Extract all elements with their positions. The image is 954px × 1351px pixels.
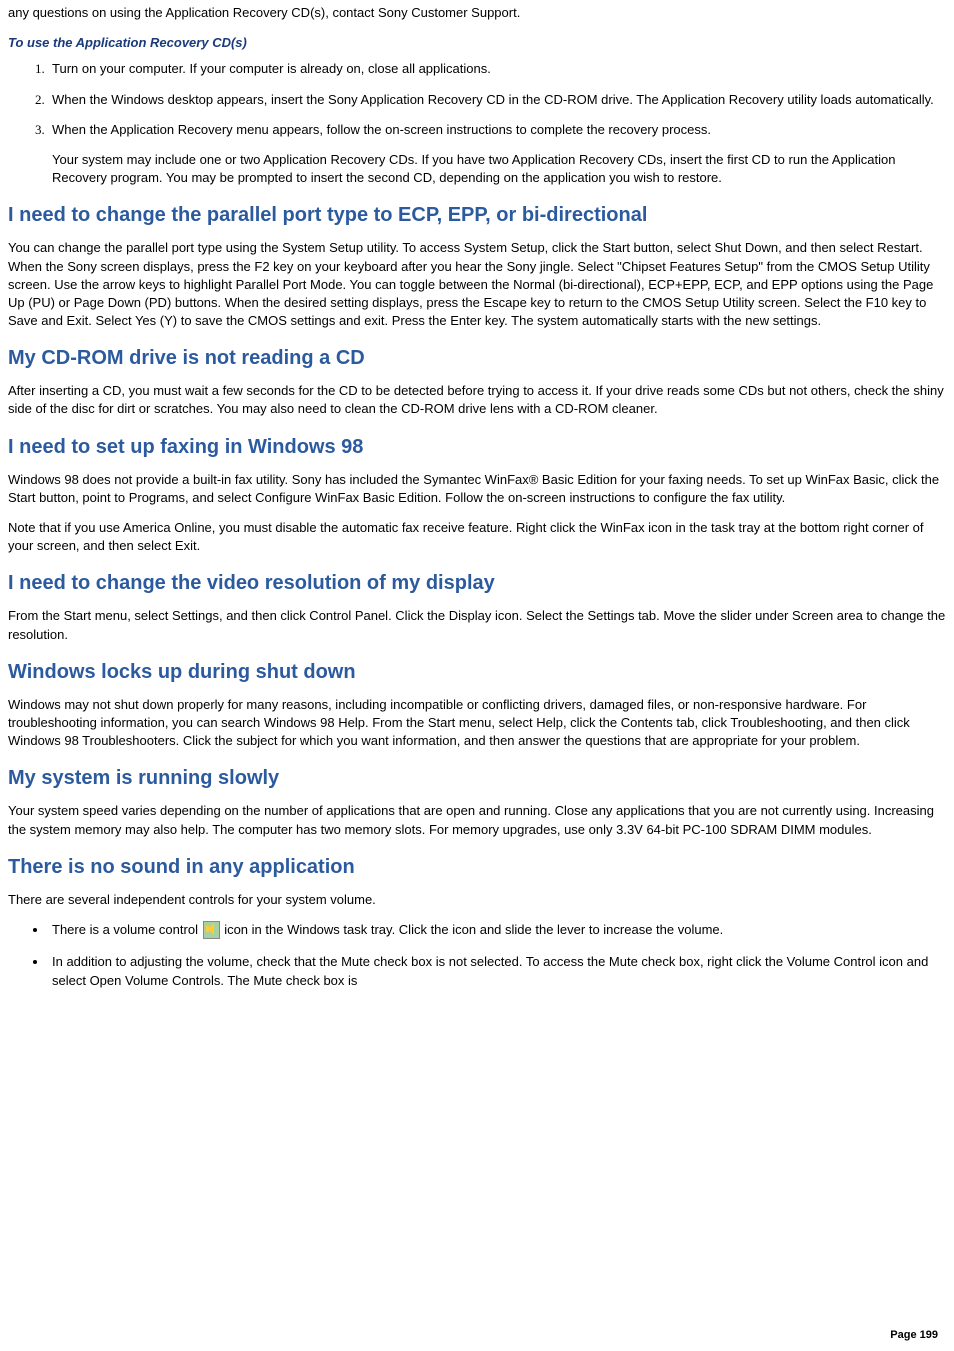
page-number: Page 199	[890, 1328, 938, 1343]
subsection-title: To use the Application Recovery CD(s)	[8, 34, 946, 52]
section-body: From the Start menu, select Settings, an…	[8, 607, 946, 643]
step-item: When the Windows desktop appears, insert…	[48, 91, 946, 109]
step-item: When the Application Recovery menu appea…	[48, 121, 946, 139]
step-text: When the Application Recovery menu appea…	[52, 122, 711, 137]
list-item: In addition to adjusting the volume, che…	[48, 953, 946, 989]
section-body: After inserting a CD, you must wait a fe…	[8, 382, 946, 418]
section-heading-no-sound: There is no sound in any application	[8, 853, 946, 881]
bullet-text-pre: There is a volume control	[52, 922, 202, 937]
note-block: Your system may include one or two Appli…	[52, 151, 946, 187]
section-heading-cdrom: My CD-ROM drive is not reading a CD	[8, 344, 946, 372]
step-item: Turn on your computer. If your computer …	[48, 60, 946, 78]
section-body: Windows may not shut down properly for m…	[8, 696, 946, 751]
step-text: Turn on your computer. If your computer …	[52, 61, 491, 76]
section-body: You can change the parallel port type us…	[8, 239, 946, 330]
section-heading-faxing: I need to set up faxing in Windows 98	[8, 433, 946, 461]
list-item: There is a volume control icon in the Wi…	[48, 921, 946, 940]
section-body: Note that if you use America Online, you…	[8, 519, 946, 555]
steps-list: Turn on your computer. If your computer …	[8, 60, 946, 139]
section-heading-windows-locks: Windows locks up during shut down	[8, 658, 946, 686]
section-body: Windows 98 does not provide a built-in f…	[8, 471, 946, 507]
bullet-text-post: icon in the Windows task tray. Click the…	[221, 922, 724, 937]
speaker-icon	[203, 921, 220, 939]
section-heading-video-resolution: I need to change the video resolution of…	[8, 569, 946, 597]
sound-bullets: There is a volume control icon in the Wi…	[8, 921, 946, 990]
step-text: When the Windows desktop appears, insert…	[52, 92, 934, 107]
section-heading-parallel-port: I need to change the parallel port type …	[8, 201, 946, 229]
section-body: Your system speed varies depending on th…	[8, 802, 946, 838]
section-body: There are several independent controls f…	[8, 891, 946, 909]
section-heading-running-slowly: My system is running slowly	[8, 764, 946, 792]
intro-text: any questions on using the Application R…	[8, 4, 946, 22]
